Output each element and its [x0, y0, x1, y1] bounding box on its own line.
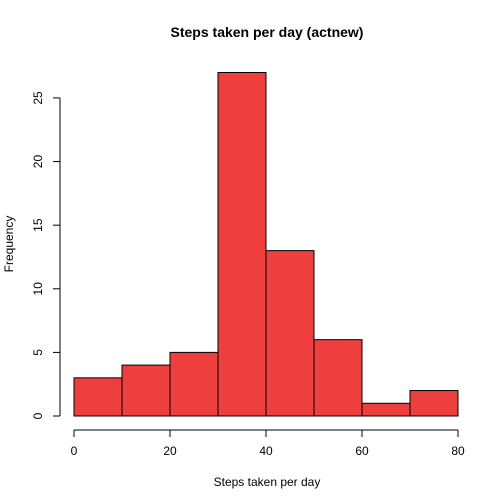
- histogram-bar: [74, 378, 122, 416]
- bars-group: [74, 73, 458, 417]
- x-tick-label: 80: [451, 444, 465, 458]
- histogram-bar: [218, 73, 266, 417]
- y-axis-label: Frequency: [2, 216, 16, 273]
- chart-title: Steps taken per day (actnew): [171, 24, 364, 40]
- y-tick-label: 0: [31, 412, 45, 419]
- x-tick-label: 40: [259, 444, 273, 458]
- y-tick-label: 25: [31, 91, 45, 105]
- x-tick-label: 20: [163, 444, 177, 458]
- histogram-bar: [410, 391, 458, 416]
- y-axis: 0 5 10 15 20 25: [31, 91, 60, 419]
- x-axis-label: Steps taken per day: [214, 475, 321, 489]
- x-tick-label: 60: [355, 444, 369, 458]
- y-tick-label: 10: [31, 282, 45, 296]
- x-axis: 0 20 40 60 80: [71, 430, 465, 458]
- y-tick-label: 5: [31, 349, 45, 356]
- histogram-bar: [314, 340, 362, 416]
- histogram-bar: [362, 403, 410, 416]
- x-tick-label: 0: [71, 444, 78, 458]
- y-tick-label: 15: [31, 218, 45, 232]
- histogram-bar: [266, 251, 314, 416]
- histogram-bar: [170, 352, 218, 416]
- histogram-bar: [122, 365, 170, 416]
- y-tick-label: 20: [31, 155, 45, 169]
